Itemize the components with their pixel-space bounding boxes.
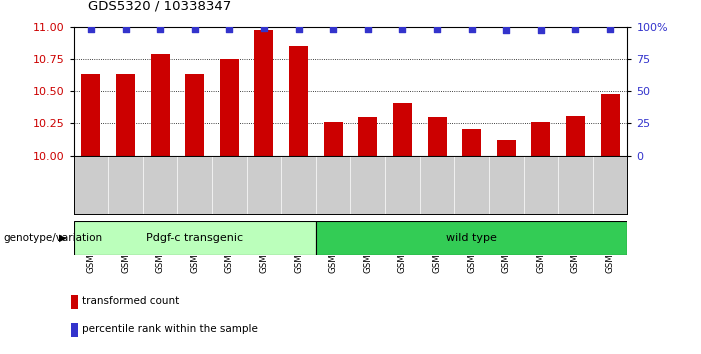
Bar [254,30,273,156]
Point [154,26,165,32]
Point [536,28,547,33]
Point [501,28,512,33]
Text: ▶: ▶ [59,233,67,243]
Text: transformed count: transformed count [82,296,179,306]
Point [120,26,131,32]
Bar [393,103,412,156]
Bar [358,117,377,156]
Bar [151,54,170,156]
Point [293,26,304,32]
Bar [74,221,316,255]
Point [189,26,200,32]
Point [259,25,270,31]
Point [362,26,374,32]
Bar [531,122,550,156]
Point [224,26,235,32]
Bar [81,74,100,156]
Bar [566,116,585,156]
Text: percentile rank within the sample: percentile rank within the sample [82,324,258,334]
Bar [71,295,78,309]
Bar [116,74,135,156]
Point [604,26,615,32]
Point [397,26,408,32]
Bar [428,117,447,156]
Bar [71,323,78,337]
Text: wild type: wild type [447,233,497,243]
Text: genotype/variation: genotype/variation [4,233,102,243]
Bar [316,221,627,255]
Bar [324,122,343,156]
Bar [220,59,239,156]
Text: GDS5320 / 10338347: GDS5320 / 10338347 [88,0,231,12]
Point [466,26,477,32]
Point [86,26,97,32]
Point [570,26,581,32]
Text: Pdgf-c transgenic: Pdgf-c transgenic [147,233,243,243]
Bar [185,74,204,156]
Bar [601,94,620,156]
Bar [497,140,516,156]
Point [431,26,442,32]
Bar [462,129,481,156]
Bar [289,46,308,156]
Point [327,26,339,32]
